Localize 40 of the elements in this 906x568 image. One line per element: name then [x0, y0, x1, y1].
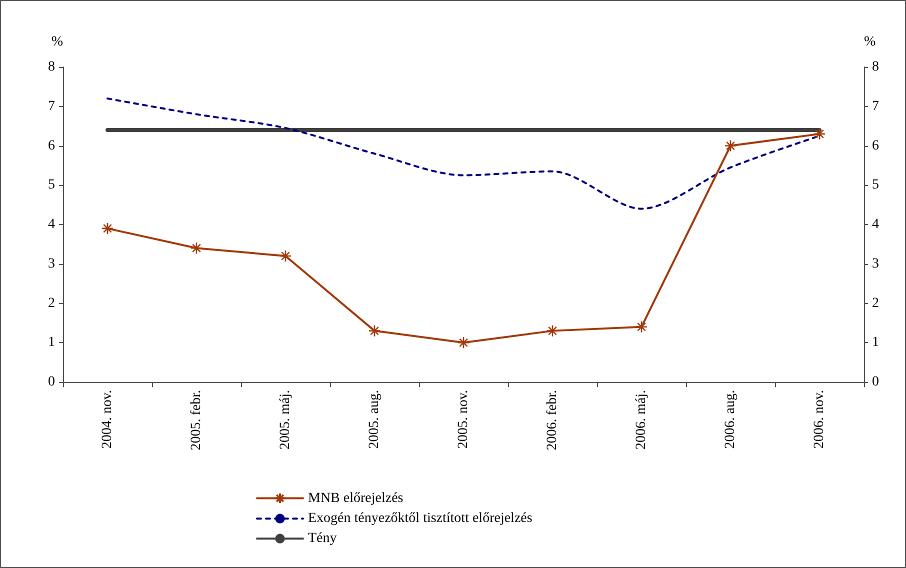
x-tick-label: 2005. aug.: [367, 390, 382, 449]
y-tick-label: 1: [48, 335, 55, 350]
y2-tick-label: 2: [872, 296, 879, 311]
point: [635, 320, 648, 334]
point: [457, 336, 470, 349]
legend-label: Exogén tényezőktől tisztított előrejelzés: [308, 511, 532, 526]
legend-label: Tény: [308, 531, 337, 546]
x-tick-label: 2006. máj.: [634, 390, 649, 450]
point: [279, 250, 292, 262]
y2-tick-label: 3: [872, 256, 879, 272]
y2-tick-label: 4: [872, 217, 879, 232]
y-tick-label: 0: [48, 374, 55, 390]
y-tick-label: 4: [48, 217, 55, 232]
point: [368, 324, 381, 337]
point: [813, 128, 826, 140]
point: [190, 242, 203, 254]
x-tick-label: 2004. nov.: [100, 390, 115, 449]
x-tick-label: 2005. máj.: [278, 390, 293, 450]
y-tick-label: 5: [48, 178, 55, 193]
y-axis-title: %: [51, 34, 64, 50]
y-tick-label: 6: [48, 138, 55, 154]
legend-label: MNB előrejelzés: [308, 490, 404, 506]
x-tick-label: 2006. febr.: [545, 390, 560, 450]
y2-tick-label: 5: [872, 178, 879, 193]
y-tick-label: 7: [48, 98, 55, 114]
y-tick-label: 3: [48, 256, 55, 272]
point: [724, 140, 737, 152]
point: [101, 222, 114, 235]
y-tick-label: 8: [48, 60, 55, 74]
y2-tick-label: 7: [872, 98, 879, 114]
x-tick-label: 2006. aug.: [723, 390, 738, 449]
y2-tick-label: 0: [872, 374, 879, 390]
y-tick-label: 2: [48, 296, 55, 311]
y2-tick-label: 8: [872, 60, 879, 74]
y2-axis-title: %: [864, 34, 876, 50]
x-tick-label: 2005. febr.: [189, 390, 204, 450]
y2-tick-label: 1: [872, 335, 879, 350]
x-tick-label: 2005. nov.: [456, 390, 471, 449]
y2-tick-label: 6: [872, 138, 879, 154]
x-tick-label: 2006. nov.: [812, 390, 827, 449]
